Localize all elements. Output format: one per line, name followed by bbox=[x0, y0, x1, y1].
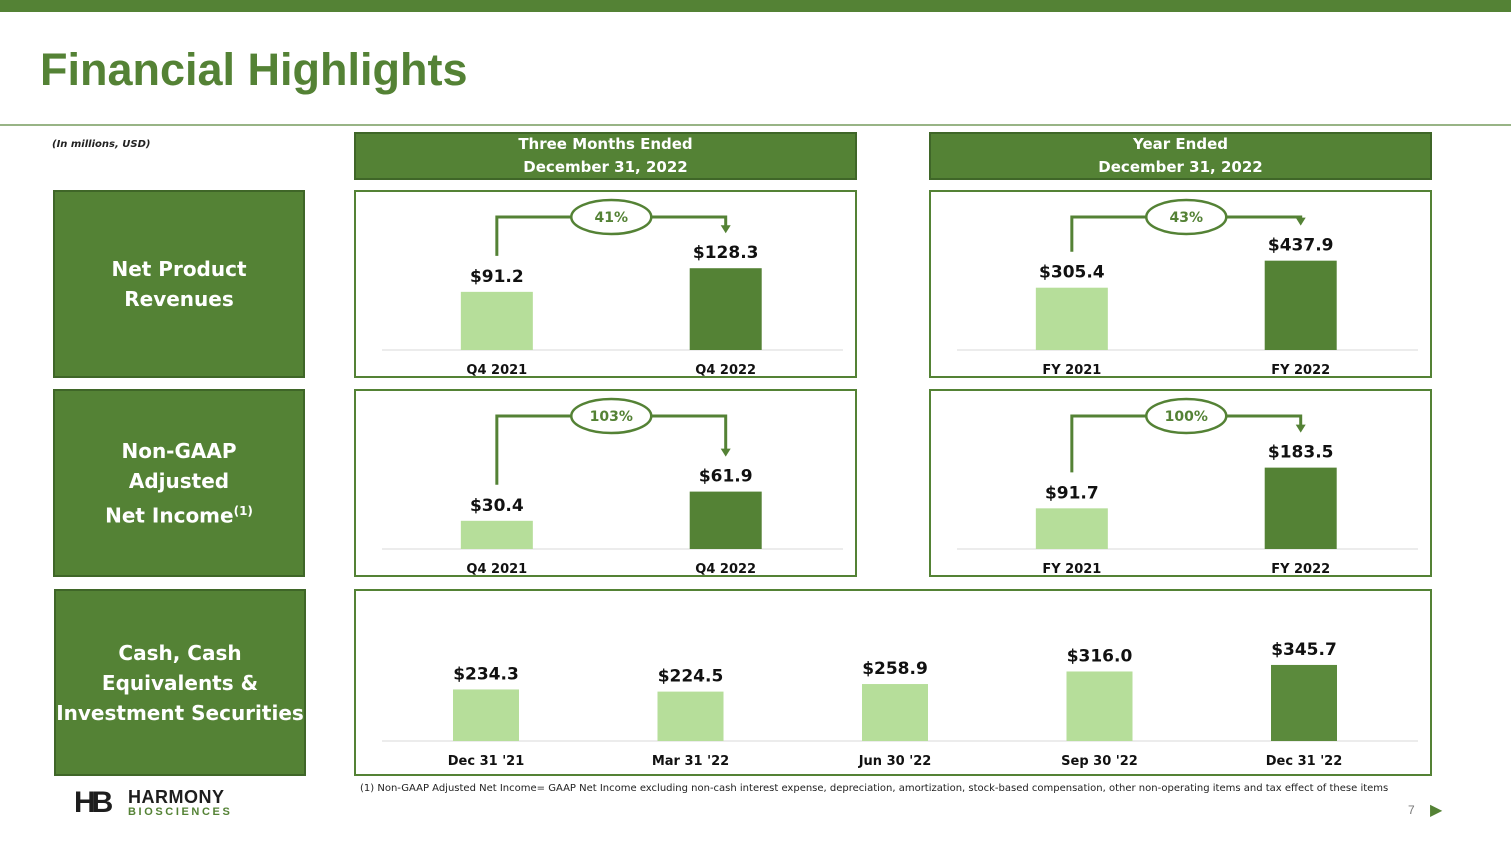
logo-subname: BIOSCIENCES bbox=[128, 806, 233, 818]
year-header-line2: December 31, 2022 bbox=[1098, 158, 1263, 176]
growth-arrowhead-icon bbox=[1295, 217, 1306, 226]
data-label: $258.9 bbox=[862, 659, 928, 679]
logo-mark: HB bbox=[74, 786, 113, 819]
chart-cash: $234.3 Dec 31 '21 $224.5 Mar 31 '22 $258.9 Ju… bbox=[382, 640, 1418, 769]
bar-jun-30-22 bbox=[862, 684, 928, 741]
data-label: $224.5 bbox=[658, 667, 724, 687]
row-label-income: Non-GAAP Adjusted Net Income(1) bbox=[53, 389, 305, 577]
top-accent-bar bbox=[0, 0, 1511, 12]
bar-dec-31-21 bbox=[453, 689, 519, 741]
growth-percent-label: 43% bbox=[1170, 210, 1204, 226]
growth-percent-label: 100% bbox=[1165, 409, 1208, 425]
chart-panel-fy-revenues: $305.4 FY 2021 $437.9 FY 2022 43% bbox=[929, 190, 1432, 378]
chart-q4-revenues: $91.2 Q4 2021 $128.3 Q4 2022 41% bbox=[382, 198, 843, 378]
row-label-revenues: Net Product Revenues bbox=[53, 190, 305, 378]
bar-fy-2021 bbox=[1035, 508, 1108, 549]
row-label-income-line3: Net Income bbox=[105, 503, 234, 528]
row-label-cash: Cash, Cash Equivalents & Investment Secu… bbox=[54, 589, 306, 776]
category-label: FY 2021 bbox=[1042, 562, 1101, 577]
row-label-revenues-line2: Revenues bbox=[124, 287, 234, 311]
bar-mar-31-22 bbox=[657, 691, 724, 741]
data-label: $316.0 bbox=[1067, 646, 1133, 666]
chart-panel-q4-revenues: $91.2 Q4 2021 $128.3 Q4 2022 41% bbox=[354, 190, 857, 378]
data-label: $61.9 bbox=[699, 467, 753, 487]
data-label: $345.7 bbox=[1271, 640, 1337, 660]
chart-q4-income: $30.4 Q4 2021 $61.9 Q4 2022 103% bbox=[382, 397, 843, 577]
row-label-revenues-line1: Net Product bbox=[111, 257, 247, 281]
row-label-cash-line3: Investment Securities bbox=[56, 700, 304, 725]
chart-panel-cash: $234.3 Dec 31 '21 $224.5 Mar 31 '22 $258.9 Ju… bbox=[354, 589, 1432, 776]
data-label: $305.4 bbox=[1039, 263, 1105, 283]
title-divider bbox=[0, 124, 1511, 126]
bar-fy-2022 bbox=[1264, 260, 1337, 350]
footnote: (1) Non-GAAP Adjusted Net Income= GAAP N… bbox=[360, 783, 1389, 794]
category-label: Mar 31 '22 bbox=[652, 754, 729, 769]
growth-badge bbox=[570, 397, 653, 435]
growth-badge bbox=[570, 198, 653, 236]
company-logo: HB HARMONY BIOSCIENCES bbox=[74, 786, 244, 822]
category-label: FY 2022 bbox=[1271, 363, 1330, 378]
bar-dec-31-22 bbox=[1271, 664, 1337, 741]
growth-arrowhead-icon bbox=[1295, 424, 1306, 433]
row-label-income-line2: Adjusted bbox=[128, 468, 230, 493]
data-label: $183.5 bbox=[1268, 443, 1334, 463]
row-label-income-line1: Non-GAAP bbox=[121, 438, 237, 463]
chart-fy-revenues: $305.4 FY 2021 $437.9 FY 2022 43% bbox=[957, 198, 1418, 378]
bar-fy-2022 bbox=[1264, 467, 1337, 549]
three-months-header: Three Months Ended December 31, 2022 bbox=[354, 132, 857, 180]
bar-fy-2021 bbox=[1035, 287, 1108, 350]
category-label: Dec 31 '22 bbox=[1266, 754, 1343, 769]
three-months-header-line2: December 31, 2022 bbox=[523, 158, 688, 176]
bar-q4-2021 bbox=[460, 291, 533, 350]
year-header: Year Ended December 31, 2022 bbox=[929, 132, 1432, 180]
row-label-cash-line2: Equivalents & bbox=[101, 670, 259, 695]
data-label: $91.7 bbox=[1045, 483, 1099, 503]
row-label-cash-line1: Cash, Cash bbox=[118, 640, 242, 665]
chart-panel-fy-income: $91.7 FY 2021 $183.5 FY 2022 100% bbox=[929, 389, 1432, 577]
bar-q4-2021 bbox=[460, 520, 533, 549]
category-label: Dec 31 '21 bbox=[448, 754, 525, 769]
units-note: (In millions, USD) bbox=[52, 139, 151, 150]
bar-q4-2022 bbox=[689, 491, 762, 549]
category-label: Q4 2022 bbox=[695, 363, 756, 378]
next-slide-arrow-icon[interactable]: ▶ bbox=[1430, 802, 1443, 819]
growth-arrowhead-icon bbox=[720, 448, 731, 457]
three-months-header-line1: Three Months Ended bbox=[518, 135, 693, 153]
data-label: $91.2 bbox=[470, 267, 524, 287]
row-label-income-footnote-ref: (1) bbox=[233, 503, 253, 518]
chart-panel-q4-income: $30.4 Q4 2021 $61.9 Q4 2022 103% bbox=[354, 389, 857, 577]
bar-q4-2022 bbox=[689, 268, 762, 350]
growth-percent-label: 103% bbox=[590, 409, 633, 425]
logo-name: HARMONY bbox=[128, 787, 225, 807]
page-number: 7 bbox=[1408, 803, 1415, 817]
category-label: FY 2021 bbox=[1042, 363, 1101, 378]
data-label: $30.4 bbox=[470, 496, 524, 516]
growth-badge bbox=[1145, 198, 1228, 236]
bar-sep-30-22 bbox=[1066, 671, 1133, 741]
data-label: $234.3 bbox=[453, 664, 519, 684]
category-label: Sep 30 '22 bbox=[1061, 754, 1138, 769]
year-header-line1: Year Ended bbox=[1133, 135, 1228, 153]
growth-arrowhead-icon bbox=[720, 225, 731, 234]
category-label: Q4 2021 bbox=[466, 363, 527, 378]
data-label: $437.9 bbox=[1268, 236, 1334, 256]
growth-badge bbox=[1145, 397, 1228, 435]
category-label: Q4 2022 bbox=[695, 562, 756, 577]
category-label: FY 2022 bbox=[1271, 562, 1330, 577]
page-title: Financial Highlights bbox=[40, 44, 468, 95]
category-label: Jun 30 '22 bbox=[858, 754, 932, 769]
row-label-income-line3-wrap: Net Income(1) bbox=[55, 496, 303, 531]
data-label: $128.3 bbox=[693, 243, 759, 263]
category-label: Q4 2021 bbox=[466, 562, 527, 577]
chart-fy-income: $91.7 FY 2021 $183.5 FY 2022 100% bbox=[957, 397, 1418, 577]
growth-percent-label: 41% bbox=[595, 210, 629, 226]
